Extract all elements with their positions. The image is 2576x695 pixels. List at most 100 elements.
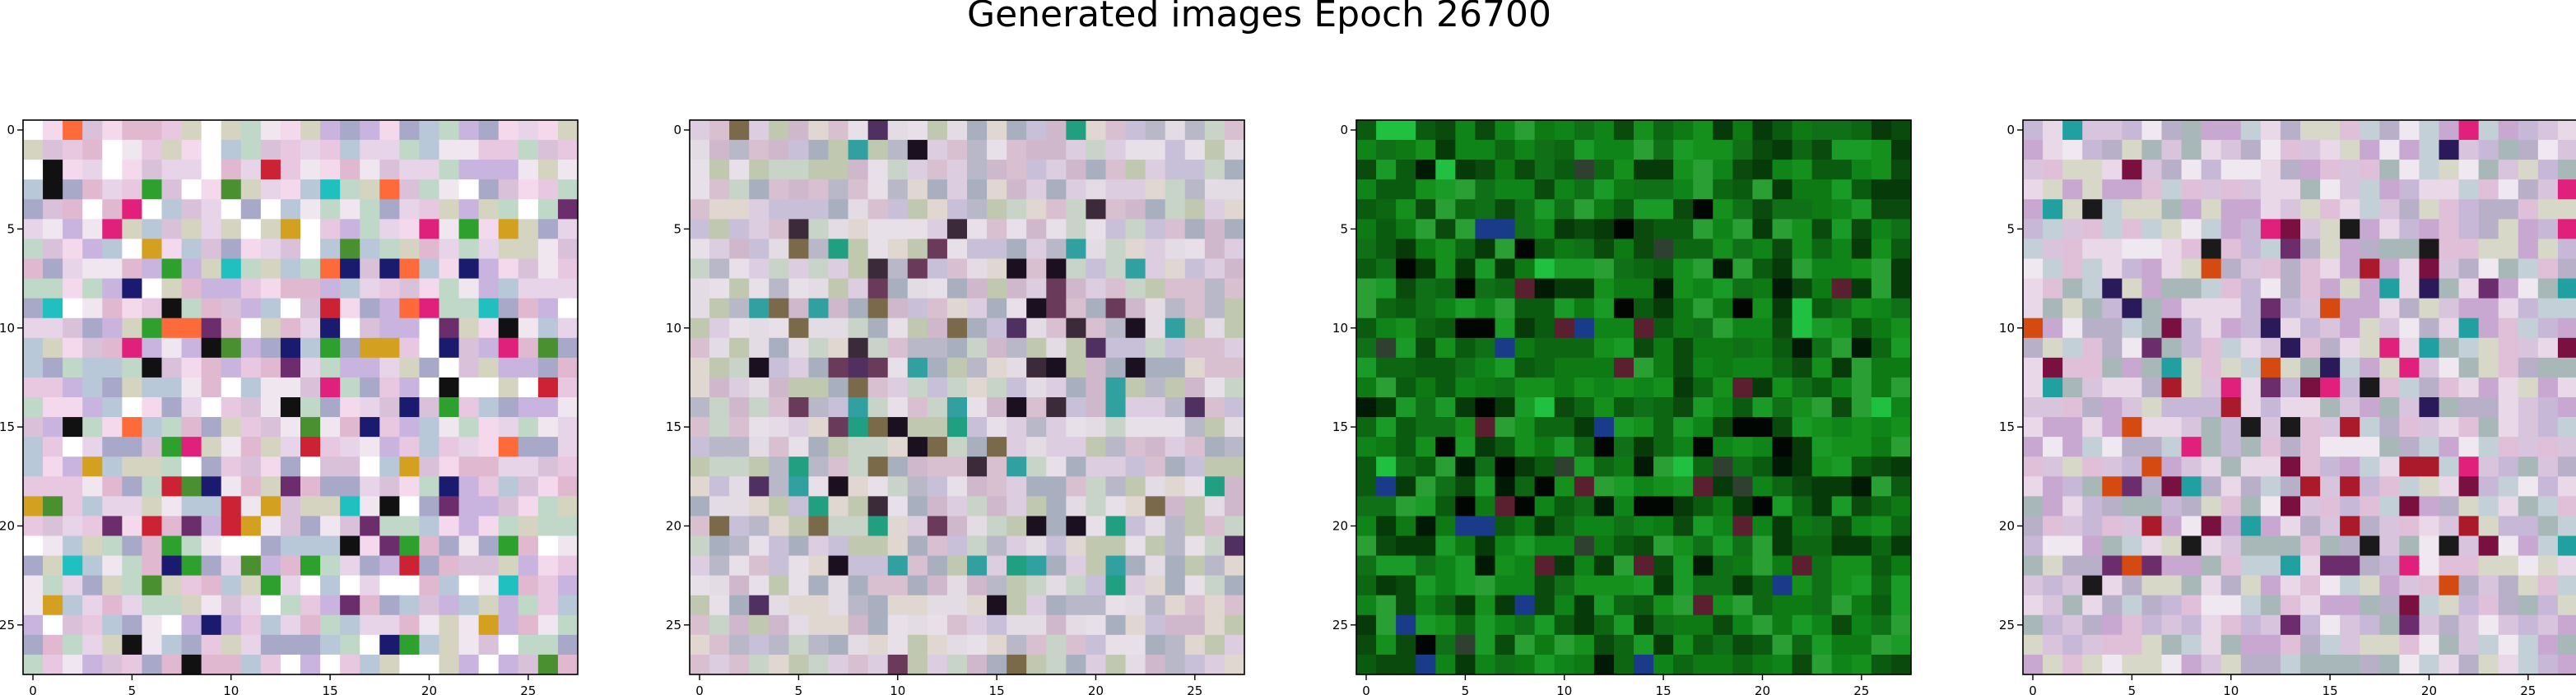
pixel-cell (2280, 437, 2301, 457)
pixel-cell (1851, 555, 1872, 577)
pixel-cell (1475, 476, 1496, 497)
pixel-cell (2340, 337, 2360, 359)
pixel-cell (967, 357, 988, 378)
pixel-cell (1713, 654, 1733, 675)
pixel-cell (1086, 496, 1107, 517)
pixel-cell (1772, 199, 1793, 220)
pixel-cell (63, 239, 83, 260)
pixel-cell (2478, 476, 2499, 497)
pixel-cell (2419, 516, 2440, 537)
pixel-cell (1416, 417, 1436, 438)
pixel-cell (2062, 535, 2083, 557)
pixel-cell (1435, 219, 1456, 240)
pixel-cell (1026, 219, 1047, 240)
pixel-cell (1145, 298, 1166, 319)
pixel-cell (1026, 535, 1047, 557)
pixel-cell (2043, 239, 2063, 260)
pixel-cell (1007, 634, 1027, 656)
pixel-cell (2043, 199, 2063, 220)
image-pixels (2023, 120, 2576, 675)
pixel-cell (360, 160, 380, 180)
pixel-cell (1534, 417, 1555, 438)
pixel-cell (1356, 634, 1377, 656)
pixel-cell (537, 595, 559, 616)
pixel-cell (63, 120, 83, 141)
pixel-cell (788, 555, 810, 577)
pixel-cell (946, 140, 968, 160)
pixel-cell (1086, 417, 1107, 438)
pixel-cell (1831, 357, 1853, 378)
y-tick-label: 10 (1332, 321, 1348, 336)
pixel-cell (927, 278, 948, 299)
pixel-cell (221, 140, 242, 160)
pixel-cell (1554, 298, 1575, 319)
pixel-cell (1534, 377, 1555, 398)
pixel-cell (2419, 496, 2440, 517)
pixel-cell (1831, 397, 1853, 418)
pixel-cell (2478, 219, 2499, 240)
pixel-cell (537, 496, 559, 517)
pixel-cell (987, 317, 1007, 339)
pixel-cell (498, 417, 519, 438)
pixel-cell (439, 654, 460, 675)
pixel-cell (360, 456, 380, 477)
pixel-cell (102, 199, 123, 220)
pixel-cell (2280, 535, 2301, 557)
pixel-cell (1204, 317, 1225, 339)
pixel-cell (1165, 496, 1186, 517)
pixel-cell (946, 160, 968, 180)
pixel-cell (2023, 575, 2044, 596)
pixel-cell (399, 239, 421, 260)
pixel-cell (280, 476, 301, 497)
pixel-cell (1435, 120, 1456, 141)
pixel-cell (1224, 535, 1245, 557)
pixel-cell (1184, 456, 1206, 477)
pixel-cell (1376, 219, 1397, 240)
pixel-cell (518, 258, 539, 280)
pixel-cell (1376, 160, 1397, 180)
pixel-cell (848, 357, 869, 378)
pixel-cell (2102, 417, 2123, 438)
pixel-cell (2181, 575, 2202, 596)
pixel-cell (848, 417, 869, 438)
pixel-cell (1811, 377, 1833, 398)
pixel-cell (828, 377, 849, 398)
pixel-cell (43, 476, 63, 497)
pixel-cell (1105, 476, 1127, 497)
pixel-cell (1495, 258, 1516, 280)
pixel-cell (808, 555, 830, 577)
pixel-cell (808, 634, 830, 656)
pixel-cell (788, 535, 810, 557)
pixel-cell (518, 417, 539, 438)
pixel-cell (43, 535, 63, 557)
pixel-cell (1007, 337, 1027, 359)
pixel-cell (1634, 654, 1654, 675)
pixel-cell (280, 337, 301, 359)
pixel-cell (1026, 437, 1047, 457)
pixel-cell (1086, 535, 1107, 557)
pixel-cell (848, 634, 869, 656)
pixel-cell (2360, 199, 2380, 220)
pixel-cell (2419, 654, 2440, 675)
pixel-cell (1435, 437, 1456, 457)
pixel-cell (1871, 555, 1892, 577)
pixel-cell (2280, 337, 2301, 359)
pixel-cell (1574, 397, 1595, 418)
pixel-cell (1534, 120, 1555, 141)
pixel-cell (1435, 575, 1456, 596)
pixel-cell (1693, 437, 1713, 457)
pixel-cell (82, 239, 103, 260)
pixel-cell (907, 160, 928, 180)
pixel-cell (439, 516, 460, 537)
pixel-cell (2240, 377, 2262, 398)
pixel-cell (2240, 239, 2262, 260)
pixel-cell (1554, 278, 1575, 299)
pixel-cell (1554, 516, 1575, 537)
pixel-cell (1593, 614, 1615, 636)
pixel-cell (1554, 476, 1575, 497)
pixel-cell (2478, 595, 2499, 616)
pixel-cell (23, 575, 44, 596)
pixel-cell (867, 476, 889, 497)
pixel-cell (2141, 120, 2163, 141)
pixel-cell (1574, 516, 1595, 537)
